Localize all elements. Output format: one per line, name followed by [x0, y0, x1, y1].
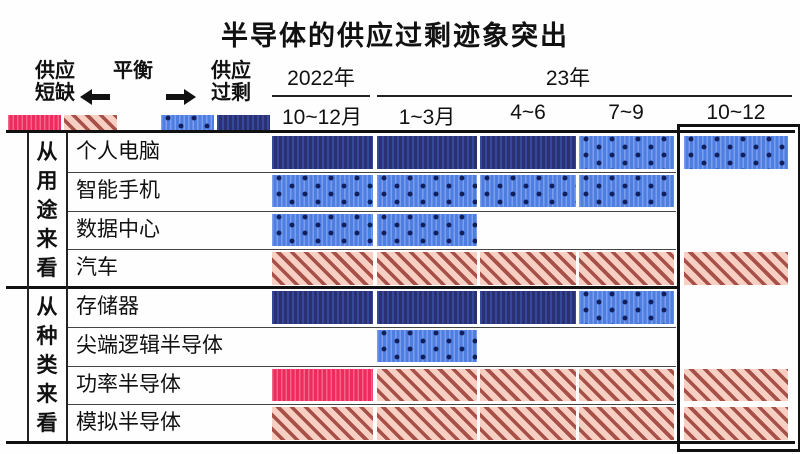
cell-存储器-4~6: [480, 291, 576, 324]
row-label: 尖端逻辑半导体: [76, 333, 223, 357]
table-left-border: [27, 133, 29, 441]
cell-模拟半导体-10~12: [684, 407, 788, 440]
table-top-border: [6, 130, 795, 133]
row-label: 智能手机: [76, 178, 160, 202]
legend-swatch-shortage-mild: [64, 115, 117, 131]
group-label-divider: [66, 133, 68, 441]
cell-模拟半导体-10~12月: [272, 407, 373, 440]
quarter-label-2: 1~3月: [398, 106, 456, 129]
cell-智能手机-4~6: [480, 174, 576, 208]
cell-个人电脑-1~3月: [377, 136, 477, 169]
cell-汽车-7~9: [579, 252, 674, 285]
cell-功率半导体-10~12: [684, 368, 788, 401]
highlight-box-forecast-quarter: [677, 124, 800, 452]
row-label: 存储器: [76, 295, 139, 318]
row-separator: [68, 249, 676, 251]
cell-个人电脑-4~6: [480, 136, 576, 169]
group-label: 从 用 途 来 看: [36, 141, 58, 280]
cell-个人电脑-7~9: [579, 136, 674, 169]
quarter-label-3: 4~6: [510, 101, 546, 124]
year-23-underline: [377, 95, 792, 97]
cell-智能手机-1~3月: [377, 174, 477, 208]
page-title: 半导体的供应过剩迹象突出: [221, 21, 569, 51]
cell-模拟半导体-1~3月: [377, 407, 477, 440]
cell-存储器-1~3月: [377, 291, 477, 324]
year-2022-label: 2022年: [287, 67, 355, 90]
row-separator: [68, 210, 676, 212]
row-label: 功率半导体: [76, 372, 181, 396]
row-label: 汽车: [76, 256, 118, 280]
cell-个人电脑-10~12月: [272, 136, 373, 169]
cell-汽车-10~12: [684, 252, 788, 285]
row-separator: [68, 404, 676, 406]
cell-汽车-1~3月: [377, 252, 477, 285]
legend-shortage-line2: 短缺: [35, 82, 75, 104]
cell-模拟半导体-4~6: [480, 407, 576, 440]
cell-数据中心-10~12月: [272, 213, 373, 246]
table-body: 个人电脑智能手机数据中心汽车从 用 途 来 看存储器尖端逻辑半导体 功率半导体模拟…: [0, 133, 800, 443]
cell-功率半导体-7~9: [579, 368, 674, 401]
cell-功率半导体-10~12月: [272, 368, 373, 401]
row-separator: [68, 365, 676, 367]
legend-surplus-line1: 供应: [211, 60, 251, 82]
row-label: 数据中心: [76, 217, 160, 241]
legend-shortage-label: 供应 短缺: [27, 60, 83, 104]
legend-surplus-label: 供应 过剩: [203, 60, 259, 104]
cell-汽车-10~12月: [272, 252, 373, 285]
arrow-right-icon: [166, 89, 196, 105]
cell-存储器-7~9: [579, 291, 674, 324]
legend-swatch-surplus-severe: [217, 115, 270, 131]
cell-个人电脑-10~12: [684, 136, 788, 169]
year-2022-underline: [272, 95, 370, 97]
quarter-label-5: 10~12: [706, 101, 766, 124]
group-label: 从 种 类 来 看: [36, 296, 58, 435]
legend-swatch-shortage-severe: [8, 115, 61, 131]
row-label: 个人电脑: [76, 140, 160, 163]
arrow-left-icon: [80, 89, 110, 105]
quarter-label-4: 7~9: [608, 101, 644, 124]
cell-数据中心-1~3月: [377, 213, 477, 246]
table-bottom-border: [6, 441, 795, 444]
cell-模拟半导体-7~9: [579, 407, 674, 440]
cell-汽车-4~6: [480, 252, 576, 285]
cell-智能手机-7~9: [579, 174, 674, 208]
legend-shortage-line1: 供应: [35, 60, 75, 82]
cell-存储器-10~12月: [272, 291, 373, 324]
year-23-label: 23年: [545, 67, 591, 90]
group-divider: [6, 286, 677, 289]
cell-智能手机-10~12月: [272, 174, 373, 208]
row-separator: [68, 326, 676, 328]
legend-surplus-line2: 过剩: [211, 82, 251, 104]
cell-尖端逻辑半导体-1~3月: [377, 329, 477, 363]
cell-功率半导体-1~3月: [377, 368, 477, 401]
legend-balance-label: 平衡: [113, 60, 153, 82]
cell-功率半导体-4~6: [480, 368, 576, 401]
quarter-label-1: 10~12月: [282, 106, 362, 129]
row-separator: [68, 171, 676, 173]
legend-swatch-surplus-mild: [161, 115, 214, 131]
row-label: 模拟半导体: [76, 411, 181, 435]
